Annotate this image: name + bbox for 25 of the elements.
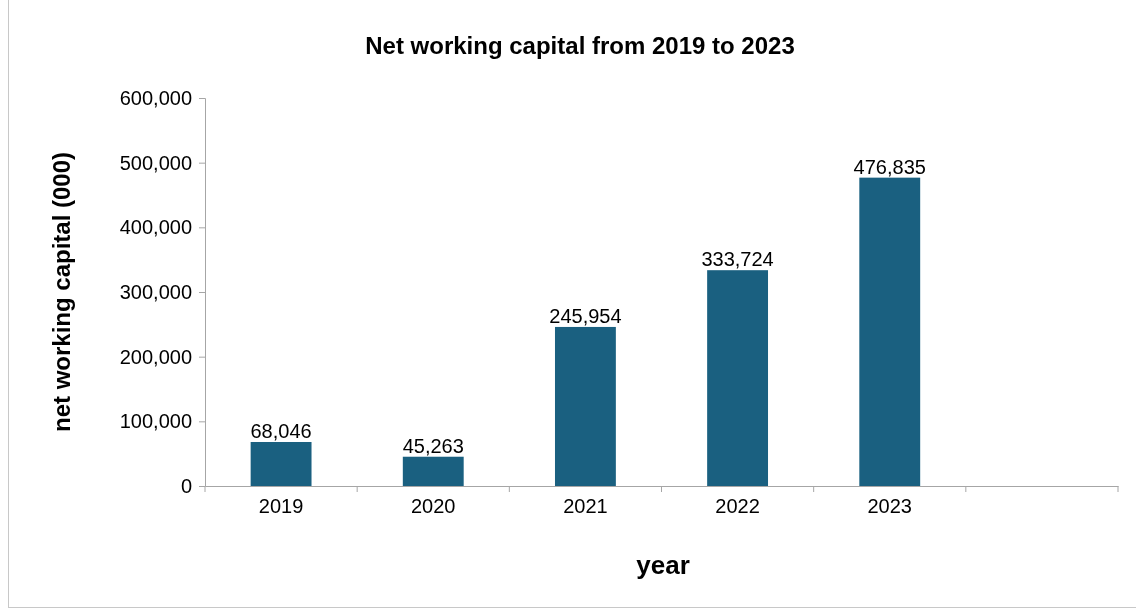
data-label: 333,724	[701, 248, 774, 271]
data-label: 476,835	[853, 155, 926, 178]
x-tick-label: 2020	[411, 495, 456, 517]
y-tick-label: 500,000	[119, 151, 192, 174]
x-axis-title: year	[636, 550, 690, 580]
x-tick-label: 2019	[258, 495, 304, 517]
y-tick-label: 0	[180, 474, 192, 497]
chart-title: Net working capital from 2019 to 2023	[365, 32, 795, 59]
bar	[554, 326, 616, 486]
data-label: 45,263	[402, 434, 464, 457]
y-tick-label: 100,000	[119, 410, 192, 433]
bar	[707, 270, 769, 486]
y-tick-label: 400,000	[119, 216, 192, 239]
x-tick-label: 2021	[563, 495, 608, 517]
x-tick-label: 2022	[715, 495, 760, 517]
bar	[250, 442, 312, 486]
bar	[859, 177, 921, 486]
y-tick-label: 300,000	[119, 280, 192, 303]
data-label: 68,046	[250, 420, 312, 442]
data-label: 245,954	[549, 304, 622, 327]
x-tick-label: 2023	[867, 495, 912, 517]
y-axis-title: net working capital (000)	[48, 151, 75, 433]
y-tick-label: 600,000	[119, 86, 192, 109]
bar	[402, 456, 464, 486]
y-tick-label: 200,000	[119, 345, 192, 368]
